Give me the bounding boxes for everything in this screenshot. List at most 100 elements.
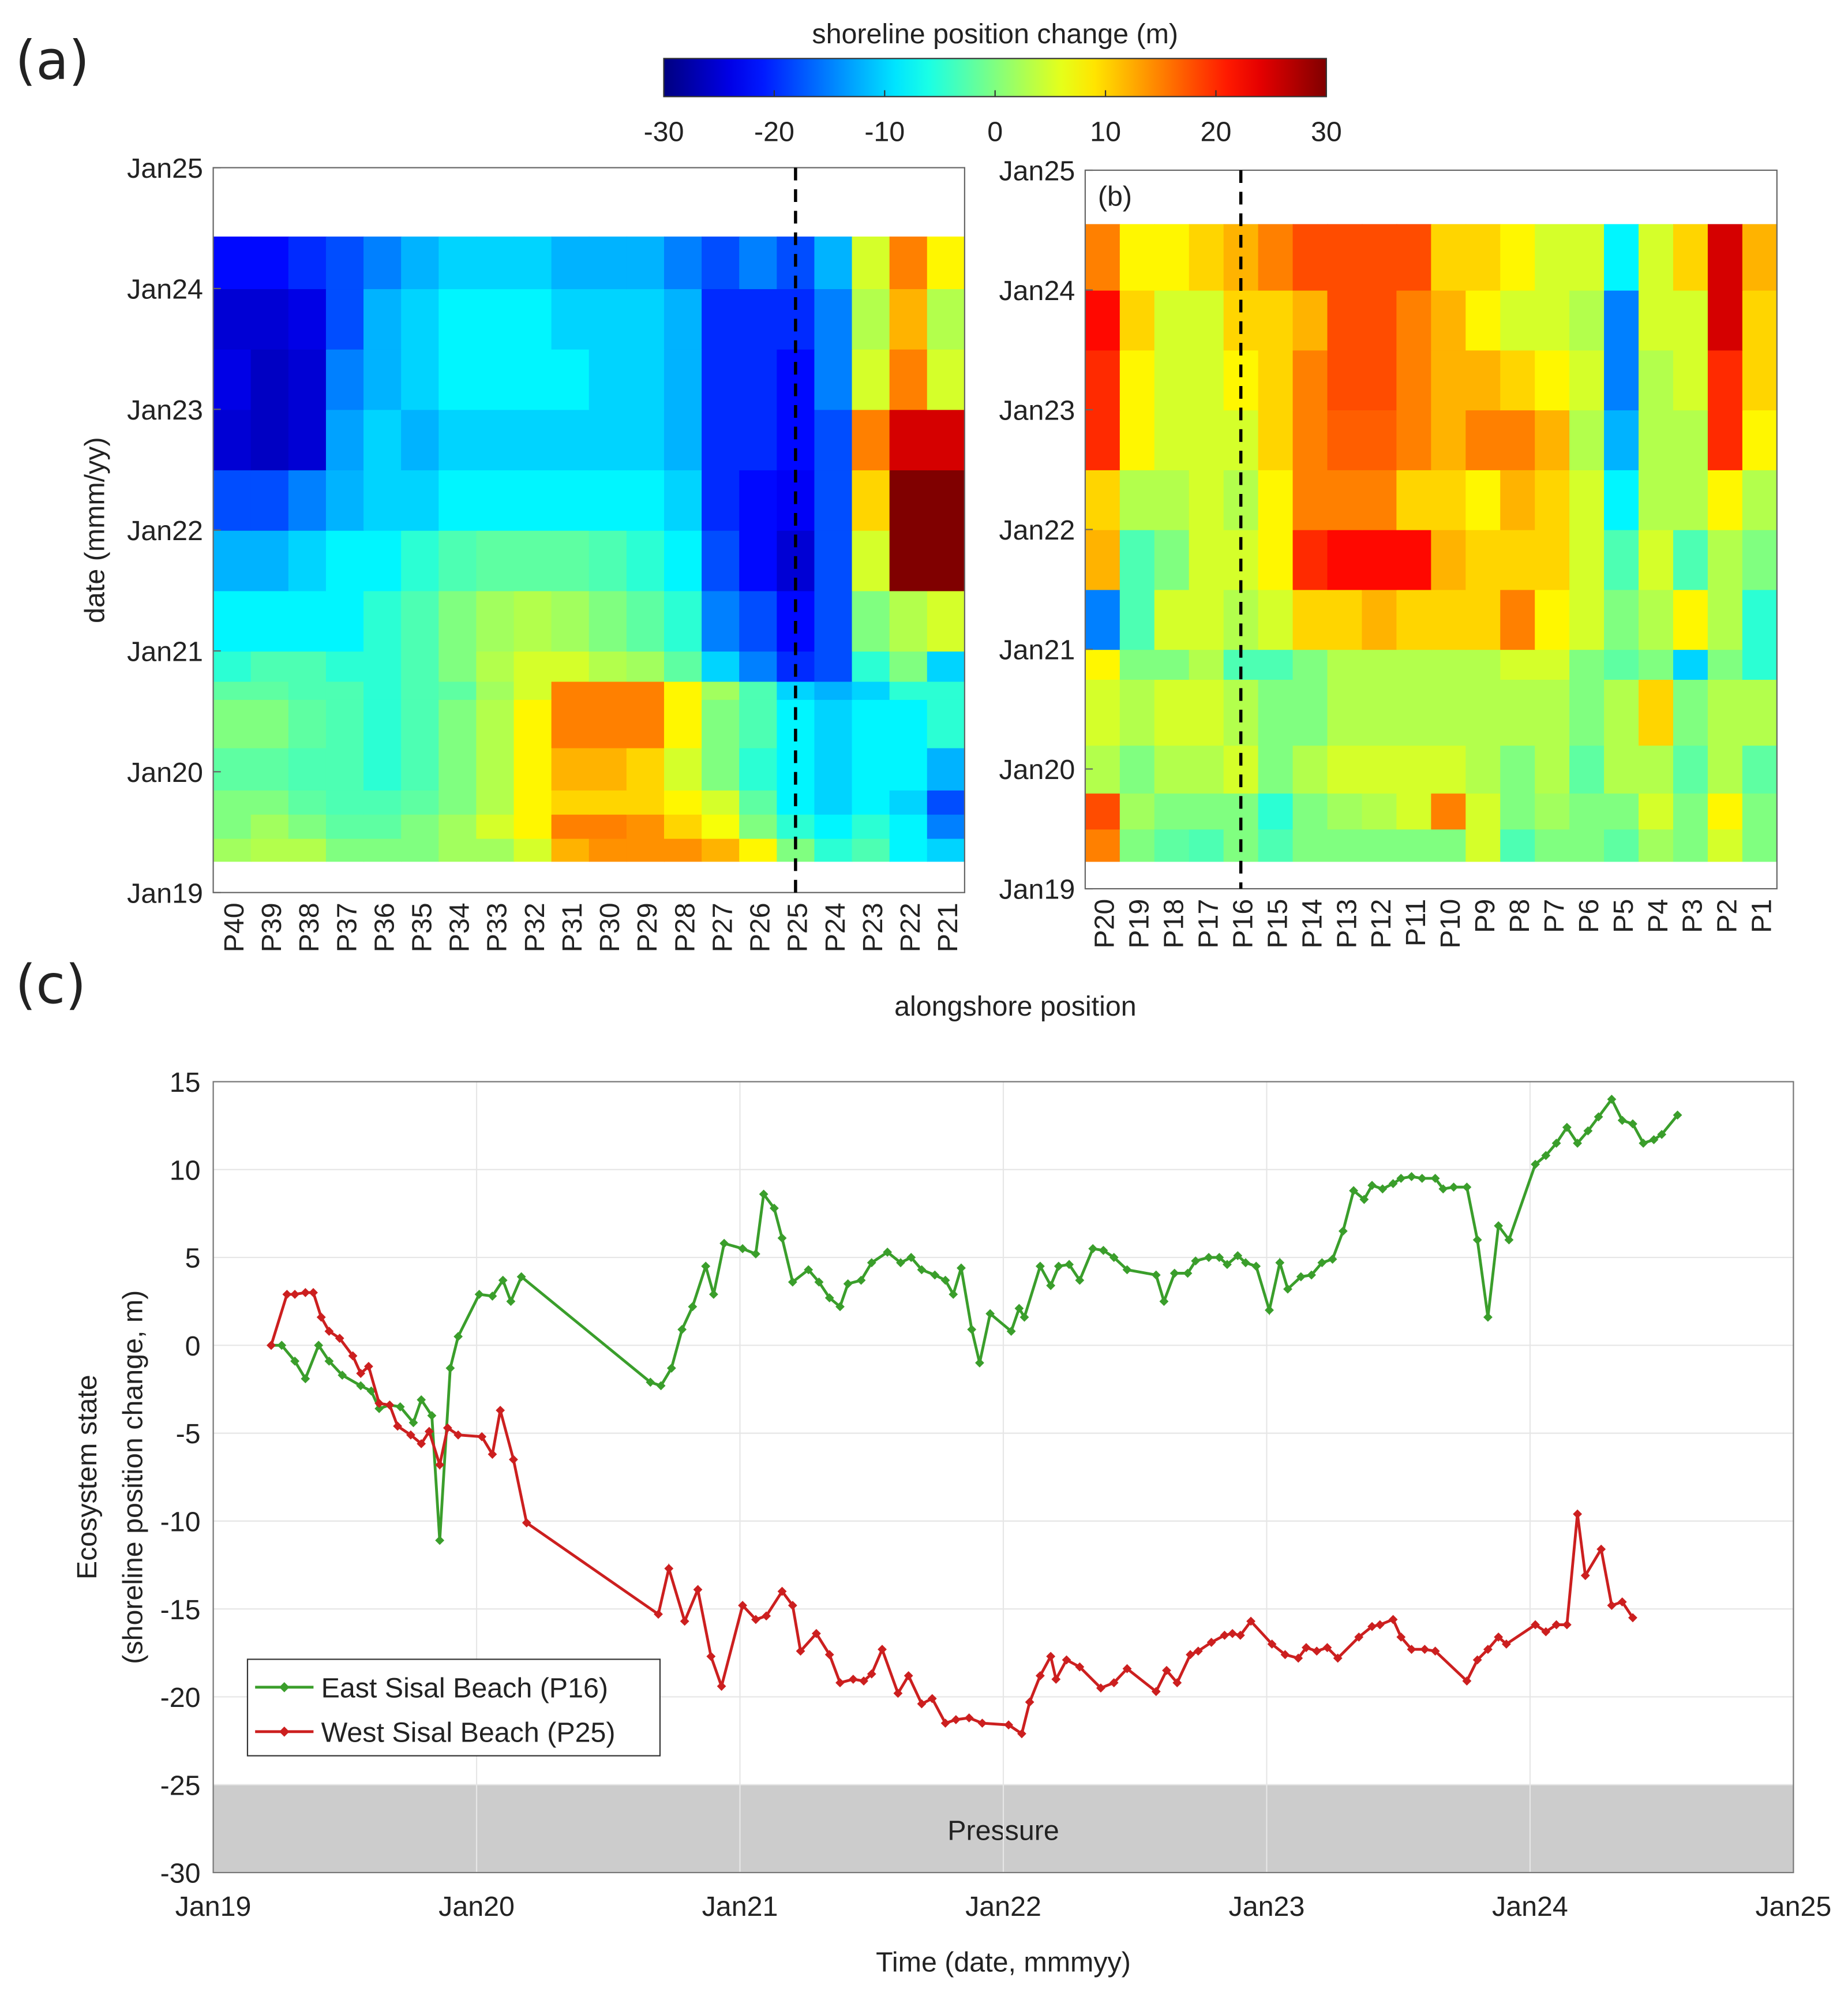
heat-cell [588,814,627,839]
heat-cell [1154,829,1190,862]
heat-cell [664,349,703,410]
data-point [1265,1305,1274,1315]
heat-cell [288,681,327,700]
heat-cell [363,236,402,290]
heat-cell [288,814,327,839]
data-point [1639,1139,1648,1148]
heat-cell [401,236,440,290]
heat-cell [1535,469,1570,530]
data-point [488,1450,497,1459]
data-point [1172,1678,1182,1688]
y-tick-label: Jan21 [999,635,1075,666]
data-point [654,1609,663,1619]
x-tick-label: P38 [294,903,325,952]
heat-cell [1673,829,1709,862]
heat-cell [551,747,590,791]
data-point [301,1374,310,1384]
heat-cell [1673,589,1709,650]
data-point [290,1290,300,1299]
heat-cell [250,651,289,682]
heat-cell [325,747,365,791]
heat-cell [1327,589,1363,650]
heat-cell [889,236,928,290]
heat-cell [513,747,552,791]
heat-cell [1604,529,1640,590]
heat-cell [213,789,252,815]
heat-cell [1569,745,1605,794]
heat-cell [626,747,665,791]
heat-cell [1465,745,1501,794]
heat-cell [889,651,928,682]
heat-cell [1431,829,1467,862]
data-point [1322,1643,1332,1653]
heat-cell [1258,745,1294,794]
heat-cell [1396,745,1432,794]
data-point [1251,1261,1261,1271]
heat-cell [325,699,365,748]
heat-cell [1327,290,1363,351]
heat-cell [213,349,252,410]
data-point [814,1277,824,1287]
heat-cell [213,699,252,748]
heat-cell [476,409,515,471]
data-point [951,1715,961,1724]
x-tick-label: P15 [1262,899,1293,949]
heat-cell [739,789,778,815]
heat-cell [626,409,665,471]
heat-cell [739,814,778,839]
y-tick-label: Jan20 [999,754,1075,785]
heat-cell [1465,290,1501,351]
heat-cell [1223,290,1259,351]
heat-cell [325,236,365,290]
heat-cell [1742,679,1778,746]
heat-cell [476,236,515,290]
heat-cell [664,236,703,290]
heat-cell [1500,745,1536,794]
heat-cell [1258,410,1294,470]
heat-cell [1707,529,1743,590]
heat-cell [1673,745,1709,794]
heat-cell [1707,745,1743,794]
heat-cell [626,789,665,815]
y-axis-label: Ecosystem state [72,1375,103,1579]
data-point [835,1302,845,1312]
heat-cell [476,681,515,700]
data-point [1583,1126,1593,1136]
heat-cell [889,838,928,862]
heat-cell [1258,350,1294,411]
heat-cell [852,747,890,791]
heat-cell [1189,745,1224,794]
heat-cell [1362,589,1397,650]
heat-cell [889,747,928,791]
heat-cell [213,651,252,682]
heat-cell [702,590,740,652]
colorbar-tick-label: -20 [754,116,794,147]
legend-label: East Sisal Beach (P16) [321,1672,608,1703]
data-point [1388,1179,1398,1189]
colorbar-tick-label: -10 [864,116,905,147]
heat-cell [1085,589,1120,650]
heat-cell [1362,529,1397,590]
heat-cell [889,409,928,471]
heat-cell [1604,589,1640,650]
heat-cell [927,789,965,815]
x-tick-label: P14 [1296,899,1328,949]
x-tick-label: P30 [594,903,625,952]
y-tick-label: -30 [160,1858,201,1889]
data-point [896,1258,905,1268]
heat-cell [1639,649,1674,680]
heat-cell [438,814,477,839]
heat-cell [1258,649,1294,680]
heat-cell [889,814,928,839]
data-point [1294,1653,1303,1663]
y-axis-label: (shoreline position change, m) [117,1290,148,1664]
heat-cell [1085,350,1120,411]
x-tick-label: Jan19 [175,1891,252,1922]
heat-cell [1742,529,1778,590]
heat-cell [1707,224,1743,291]
data-point [1204,1253,1213,1262]
x-tick-label: P34 [444,903,475,952]
heat-cell [1085,469,1120,530]
x-tick-label: P21 [932,903,964,952]
heat-cell [739,651,778,682]
